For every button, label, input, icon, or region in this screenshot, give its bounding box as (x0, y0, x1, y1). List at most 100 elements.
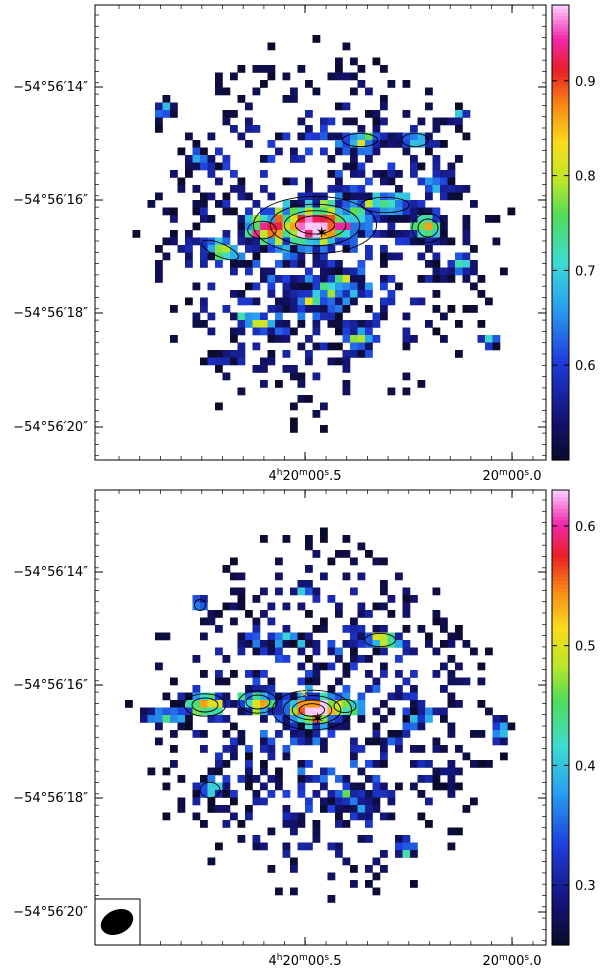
map-pixel (282, 692, 291, 701)
colorbar-segment (552, 145, 569, 150)
map-pixel (230, 185, 238, 193)
map-pixel (380, 207, 388, 216)
map-pixel (350, 335, 358, 343)
map-pixel (380, 200, 388, 208)
map-pixel (275, 245, 283, 253)
map-pixel (162, 102, 171, 111)
map-pixel (357, 602, 366, 611)
map-pixel (477, 335, 486, 343)
map-pixel (500, 730, 508, 738)
map-pixel (342, 192, 351, 201)
map-pixel (372, 557, 381, 566)
map-pixel (327, 155, 336, 163)
contour (271, 689, 353, 731)
map-pixel (402, 602, 411, 611)
colorbar-tick-label: 0.6 (575, 520, 596, 535)
map-pixel (417, 760, 426, 768)
map-pixel (305, 692, 313, 701)
map-pixel (387, 610, 396, 618)
map-pixel (380, 790, 388, 798)
map-pixel (312, 35, 321, 43)
map-pixel (297, 237, 306, 246)
colorbar-segment (552, 183, 569, 188)
map-pixel (402, 215, 411, 223)
map-pixel (177, 700, 186, 708)
colorbar-segment (552, 903, 569, 908)
colorbar-segment (552, 694, 569, 700)
map-pixel (230, 617, 238, 626)
map-pixel (282, 132, 291, 141)
colorbar-segment (552, 198, 569, 203)
map-pixel (357, 700, 366, 708)
map-pixel (305, 282, 313, 291)
map-pixel (290, 692, 298, 701)
colorbar-segment (552, 319, 569, 325)
map-pixel (342, 102, 351, 111)
map-pixel (350, 162, 358, 171)
y-tick-label: −54°56′16″ (13, 193, 88, 208)
map-pixel (327, 357, 336, 366)
map-pixel (320, 222, 328, 231)
map-pixel (267, 320, 276, 328)
map-pixel (230, 72, 238, 81)
colorbar-segment (552, 103, 569, 108)
colorbar-segment (552, 838, 569, 844)
map-pixel (290, 260, 298, 268)
map-pixel (462, 677, 471, 686)
map-pixel (335, 775, 343, 783)
map-pixel (380, 647, 388, 656)
map-pixel (297, 700, 306, 708)
map-pixel (380, 625, 388, 633)
colorbar-segment (552, 823, 569, 829)
map-pixel (350, 865, 358, 873)
map-pixel (350, 222, 358, 231)
map-pixel (185, 170, 193, 178)
map-pixel (155, 260, 163, 268)
colorbar-segment (552, 80, 569, 86)
colorbar-segment (552, 217, 569, 222)
contour (333, 698, 357, 714)
colorbar-segment (552, 422, 569, 427)
colorbar-segment (552, 926, 569, 931)
map-pixel (222, 237, 231, 246)
map-pixel (245, 297, 253, 306)
colorbar-segment (552, 54, 569, 59)
map-pixel (455, 625, 463, 633)
map-pixel (237, 260, 246, 268)
map-pixel (410, 842, 418, 851)
map-pixel (222, 162, 231, 171)
map-pixel (365, 132, 373, 141)
map-pixel (282, 260, 291, 268)
map-pixel (380, 865, 388, 873)
colorbar-segment (552, 23, 569, 29)
map-pixel (342, 267, 351, 276)
map-pixel (260, 80, 268, 88)
map-pixel (417, 297, 426, 306)
map-pixel (260, 357, 268, 366)
map-pixel (230, 290, 238, 298)
map-pixel (395, 685, 403, 693)
map-pixel (492, 335, 501, 343)
colorbar-segment (552, 808, 569, 813)
map-pixel (335, 722, 343, 731)
map-pixel (320, 252, 328, 261)
map-pixel (342, 670, 351, 678)
map-pixel (380, 632, 388, 641)
colorbar-segment (552, 137, 569, 143)
map-pixel (222, 305, 231, 313)
map-pixel (282, 252, 291, 261)
colorbar-segment (552, 933, 569, 939)
map-pixel (410, 647, 418, 656)
colorbar-segment (552, 626, 569, 631)
map-pixel (267, 640, 276, 648)
map-pixel (207, 857, 216, 866)
map-pixel (387, 707, 396, 716)
map-pixel (350, 707, 358, 716)
colorbar-segment (552, 668, 569, 673)
map-pixel (372, 677, 381, 686)
map-pixel (185, 722, 193, 731)
map-pixel (282, 625, 291, 633)
map-pixel (297, 775, 306, 783)
map-pixel (162, 110, 171, 118)
map-pixel (335, 357, 343, 366)
